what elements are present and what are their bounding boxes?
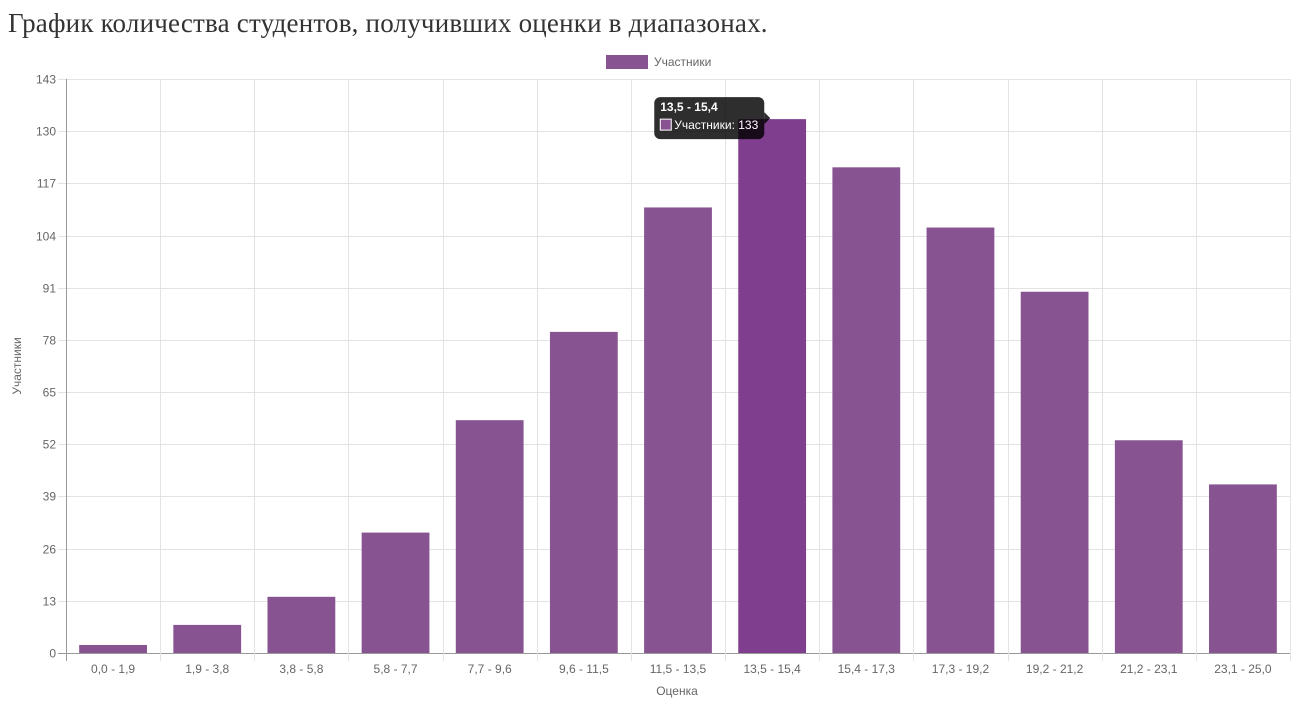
y-tick-label: 65	[43, 386, 57, 400]
tooltip-label: Участники:	[674, 118, 735, 132]
bar[interactable]	[832, 167, 901, 654]
x-axis: 0,0 - 1,9 1,9 - 3,8 3,8 - 5,8 5,8 - 7,7 7,7 …	[91, 662, 1272, 676]
y-tick-label: 78	[43, 334, 57, 348]
y-tick-label: 117	[37, 177, 56, 191]
bar[interactable]	[926, 227, 995, 653]
tooltip-value: 133	[738, 118, 758, 132]
tooltip-box	[654, 97, 765, 140]
bar[interactable]	[1209, 484, 1277, 653]
legend-label[interactable]: Участники	[654, 55, 711, 69]
x-tick-label: 11,5 - 13,5	[650, 662, 707, 676]
bar[interactable]	[549, 331, 618, 653]
bar[interactable]	[455, 420, 524, 653]
bars	[79, 119, 1277, 654]
tooltip-title: 13,5 - 15,4	[660, 100, 718, 114]
x-tick-label: 17,3 - 19,2	[932, 662, 990, 676]
tooltip: 13,5 - 15,4 Участники: 133	[654, 97, 771, 140]
x-tick-label: 3,8 - 5,8	[279, 662, 323, 676]
y-tick-label: 104	[36, 230, 56, 244]
y-tick-label: 130	[36, 125, 56, 139]
x-tick-label: 7,7 - 9,6	[468, 662, 512, 676]
bar[interactable]	[644, 207, 712, 653]
x-axis-title: Оценка	[656, 684, 698, 698]
x-tick-label: 21,2 - 23,1	[1120, 662, 1178, 676]
bar[interactable]	[738, 119, 807, 653]
x-tick-label: 13,5 - 15,4	[743, 662, 801, 676]
tooltip-swatch	[659, 118, 672, 131]
bar[interactable]	[1020, 291, 1089, 653]
page-title: График количества студентов, получивших …	[8, 8, 768, 38]
y-axis: 0 13 26 39 52 65 78 91 104 117 130 143	[36, 73, 56, 661]
bar[interactable]	[173, 624, 242, 653]
y-tick-label: 0	[49, 647, 56, 661]
y-tick-label: 52	[43, 438, 57, 452]
y-tick-label: 143	[36, 73, 56, 87]
x-tick-label: 1,9 - 3,8	[185, 662, 229, 676]
y-tick-label: 13	[43, 595, 57, 609]
x-tick-label: 23,1 - 25,0	[1214, 662, 1272, 676]
legend-swatch[interactable]	[606, 55, 648, 69]
x-tick-label: 5,8 - 7,7	[374, 662, 418, 676]
legend: Участники	[606, 55, 711, 69]
y-tick-label: 91	[43, 282, 57, 296]
y-axis-title: Участники	[10, 337, 24, 394]
bar[interactable]	[1114, 440, 1183, 653]
bar[interactable]	[361, 532, 430, 653]
y-tick-label: 39	[43, 490, 57, 504]
x-tick-label: 9,6 - 11,5	[559, 662, 609, 676]
x-tick-label: 15,4 - 17,3	[838, 662, 896, 676]
tooltip-caret	[764, 112, 771, 125]
x-tick-label: 19,2 - 21,2	[1026, 662, 1084, 676]
y-tick-label: 26	[43, 543, 57, 557]
bar[interactable]	[267, 596, 336, 653]
bar[interactable]	[79, 644, 147, 653]
x-tick-label: 0,0 - 1,9	[91, 662, 135, 676]
